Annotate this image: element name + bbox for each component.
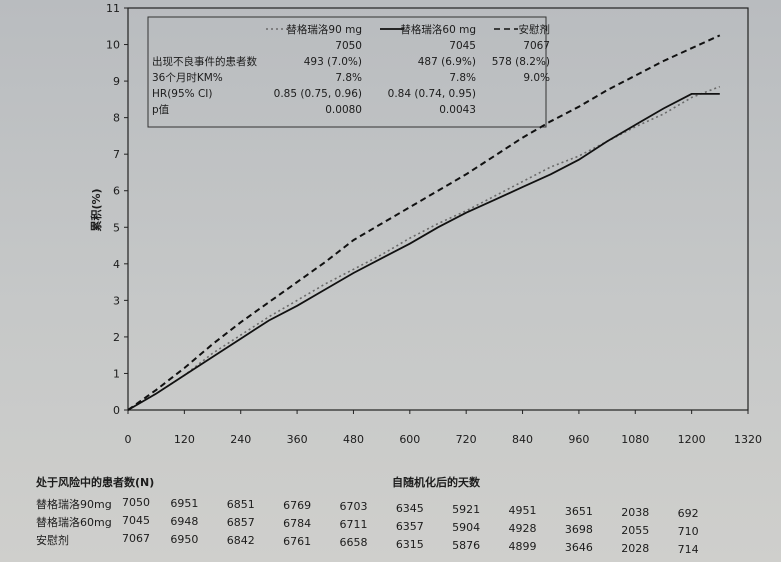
legend-row-value: 0.0080 xyxy=(325,104,362,116)
y-tick-label: 6 xyxy=(113,185,120,198)
series-line-3 xyxy=(127,34,721,411)
x-tick-label: 840 xyxy=(512,433,533,446)
x-tick-label: 240 xyxy=(230,433,251,446)
x-tick-label: 600 xyxy=(399,433,420,446)
x-tick-label: 0 xyxy=(125,433,132,446)
legend-row-value: 578 (8.2%) xyxy=(492,56,550,68)
x-tick-label: 720 xyxy=(456,433,477,446)
x-tick-label: 1200 xyxy=(678,433,706,446)
plot-frame xyxy=(127,7,749,411)
legend-row-value: 0.84 (0.74, 0.95) xyxy=(388,88,476,100)
series-line-2 xyxy=(127,93,720,411)
y-axis-label: 累积(%) xyxy=(89,188,103,231)
series-lines xyxy=(127,34,721,411)
y-tick-label: 5 xyxy=(113,221,120,234)
x-axis-label: 自随机化后的天数 xyxy=(392,475,481,489)
legend-box xyxy=(147,16,547,128)
legend-row-value: 0.85 (0.75, 0.96) xyxy=(274,88,362,100)
y-tick-label: 4 xyxy=(113,258,120,271)
legend-series-name: 安慰剂 xyxy=(519,23,551,36)
y-tick-label: 0 xyxy=(113,404,120,417)
x-tick-label: 960 xyxy=(568,433,589,446)
legend-series-name: 替格瑞洛60 mg xyxy=(400,23,476,36)
legend-n-value: 7045 xyxy=(449,40,476,52)
legend-n-value: 7067 xyxy=(523,40,550,52)
legend-row-value: 7.8% xyxy=(449,72,476,84)
series-line-1 xyxy=(127,85,721,411)
x-tick-label: 1320 xyxy=(734,433,762,446)
legend-row-value: 7.8% xyxy=(335,72,362,84)
x-tick-label: 120 xyxy=(174,433,195,446)
legend-row-label: 36个月时KM% xyxy=(152,72,223,84)
legend-series-name: 替格瑞洛90 mg xyxy=(286,23,362,36)
legend-row-value: 9.0% xyxy=(523,72,550,84)
y-tick-label: 8 xyxy=(113,112,120,125)
x-tick-label: 360 xyxy=(287,433,308,446)
y-tick-label: 7 xyxy=(113,148,120,161)
legend-row-value: 493 (7.0%) xyxy=(304,56,362,68)
legend-row-label: 出现不良事件的患者数 xyxy=(152,55,257,68)
y-tick-label: 2 xyxy=(113,331,120,344)
legend-row-value: 487 (6.9%) xyxy=(418,56,476,68)
legend-n-value: 7050 xyxy=(335,40,362,52)
axes: 0 1 2 3 4 5 6 7 8 9 10 11 0 120 240 360 480 600 720 840 960 1… xyxy=(106,2,762,446)
legend-row-label: p值 xyxy=(152,103,170,116)
legend-row-value: 0.0043 xyxy=(439,104,476,116)
y-tick-label: 1 xyxy=(113,367,120,380)
legend-table: 替格瑞洛90 mg 7050 替格瑞洛60 mg 7045 安慰剂 7067 出现不良事件的… xyxy=(147,16,551,128)
y-tick-label: 3 xyxy=(113,294,120,307)
y-tick-label: 11 xyxy=(106,2,120,15)
x-tick-label: 480 xyxy=(343,433,364,446)
y-tick-label: 10 xyxy=(106,39,120,52)
legend-row-label: HR(95% CI) xyxy=(152,88,213,100)
x-tick-label: 1080 xyxy=(621,433,649,446)
y-tick-label: 9 xyxy=(113,75,120,88)
